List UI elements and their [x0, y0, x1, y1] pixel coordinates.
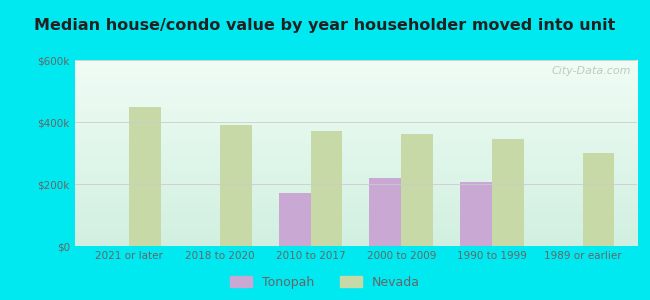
Text: Median house/condo value by year householder moved into unit: Median house/condo value by year househo…: [34, 18, 616, 33]
Legend: Tonopah, Nevada: Tonopah, Nevada: [225, 271, 425, 294]
Bar: [311, 131, 343, 246]
Bar: [582, 153, 614, 246]
Bar: [369, 178, 401, 246]
Bar: [220, 125, 252, 246]
Bar: [492, 139, 524, 246]
Bar: [401, 134, 433, 246]
Text: City-Data.com: City-Data.com: [552, 66, 631, 76]
Bar: [129, 106, 161, 246]
Bar: [460, 182, 492, 246]
Bar: [279, 193, 311, 246]
